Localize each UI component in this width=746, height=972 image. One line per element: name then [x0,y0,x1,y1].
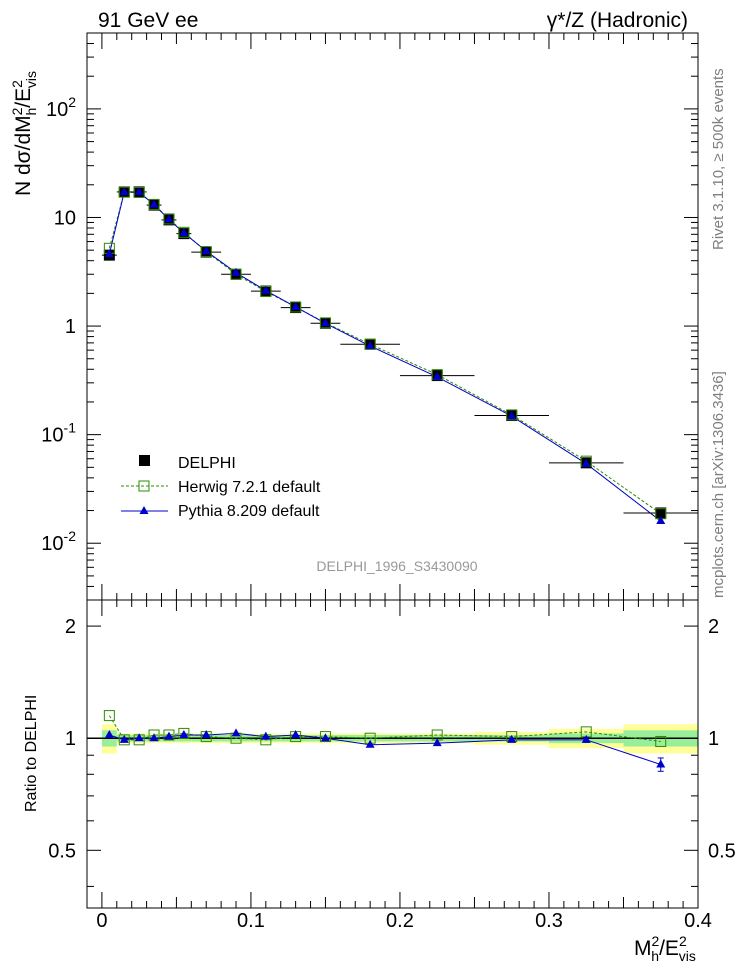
ratio-y-tick-label: 2 [65,616,76,638]
ratio-pythia-point [656,759,666,768]
ratio-y-tick-label: 1 [65,728,76,750]
legend: DELPHI Herwig 7.2.1 default Pythia 8.209… [121,455,321,520]
ratio-pythia-point [119,734,129,743]
x-tick-label: 0.2 [386,910,414,932]
herwig-point [148,198,160,210]
herwig-point [364,338,376,350]
legend-pythia-marker [139,506,149,514]
ratio-pythia-point [164,731,174,740]
pythia-point [104,249,114,258]
ratio-pythia-point [179,729,189,738]
main-y-tick-label: 10-2 [41,528,76,555]
ratio-pythia-point [581,734,591,743]
legend-data-marker [139,455,150,466]
ratio-herwig-point [103,710,115,722]
pythia-point [179,227,189,236]
legend-herwig-label: Herwig 7.2.1 default [178,479,321,496]
ratio-pythia-point [134,733,144,742]
pythia-point [432,371,442,380]
header-right: γ*/Z (Hadronic) [547,9,688,32]
pythia-point [507,411,517,420]
header-left: 91 GeV ee [98,9,198,32]
x-tick-label: 0.4 [684,910,712,932]
pythia-point [164,214,174,223]
pythia-line [108,191,662,522]
herwig-point [319,317,331,329]
ratio-pythia-point [320,733,330,742]
ratio-herwig-line [108,715,661,742]
ratio-pythia-point [365,739,375,748]
ratio-plot: 0.5 1 2 0.5 1 2 [48,599,736,909]
ratio-pythia-point [104,729,114,738]
x-tick-label: 0.1 [237,910,265,932]
pythia-point [201,246,211,255]
rivet-label: Rivet 3.1.10, ≥ 500k events [710,68,727,250]
ratio-pythia-point [231,728,241,737]
herwig-point [178,226,190,238]
ratio-y-tick-label-right: 1 [708,728,719,750]
ratio-frame [86,599,699,909]
main-y-tick-label: 10-1 [41,420,76,447]
ratio-herwig-point [319,731,331,743]
ratio-pythia-line [109,732,661,765]
pythia-point [365,341,375,350]
herwig-point [163,213,175,225]
main-y-tick-label: 1 [65,316,76,338]
x-tick-label: 0.3 [535,910,563,932]
ratio-pythia-point [201,729,211,738]
pythia-point [149,199,159,208]
ratio-herwig-point [655,735,667,747]
analysis-watermark: DELPHI_1996_S3430090 [316,558,477,574]
pythia-point [261,285,271,294]
x-axis: 0 0.1 0.2 0.3 0.4 [96,33,712,932]
ratio-pythia-point [507,734,517,743]
pythia-point [134,187,144,196]
ratio-y-tick-label: 0.5 [48,840,76,862]
ratio-y-tick-label-right: 0.5 [708,840,736,862]
data-point [655,507,667,519]
pythia-point [119,187,129,196]
main-y-tick-label: 10 [54,207,76,229]
main-y-tick-label: 102 [46,94,76,121]
x-tick-label: 0 [96,910,107,932]
ratio-pythia-point [291,729,301,738]
pythia-point [291,301,301,310]
main-plot: 10-2 10-1 1 10 102 [41,32,699,601]
ratio-y-label: Ratio to DELPHI [23,695,40,812]
herwig-point [506,409,518,421]
pythia-point [320,318,330,327]
legend-pythia-label: Pythia 8.209 default [178,503,320,520]
ratio-y-tick-label-right: 2 [708,616,719,638]
pythia-point [656,516,666,525]
pythia-point [581,458,591,467]
ratio-pythia-point [432,738,442,747]
ratio-pythia-point [149,733,159,742]
legend-herwig-marker [138,480,150,492]
main-y-label: N dσ/dM2h/E2vis [9,71,39,196]
ratio-herwig-point [163,729,175,741]
legend-data-label: DELPHI [178,455,236,472]
mcplots-label: mcplots.cern.ch [arXiv:1306.3436] [710,371,727,598]
ratio-pythia-point [261,731,271,740]
pythia-point [231,267,241,276]
x-axis-label: M2 h/E2 vis [634,933,696,964]
ratio-herwig-point [178,727,190,739]
